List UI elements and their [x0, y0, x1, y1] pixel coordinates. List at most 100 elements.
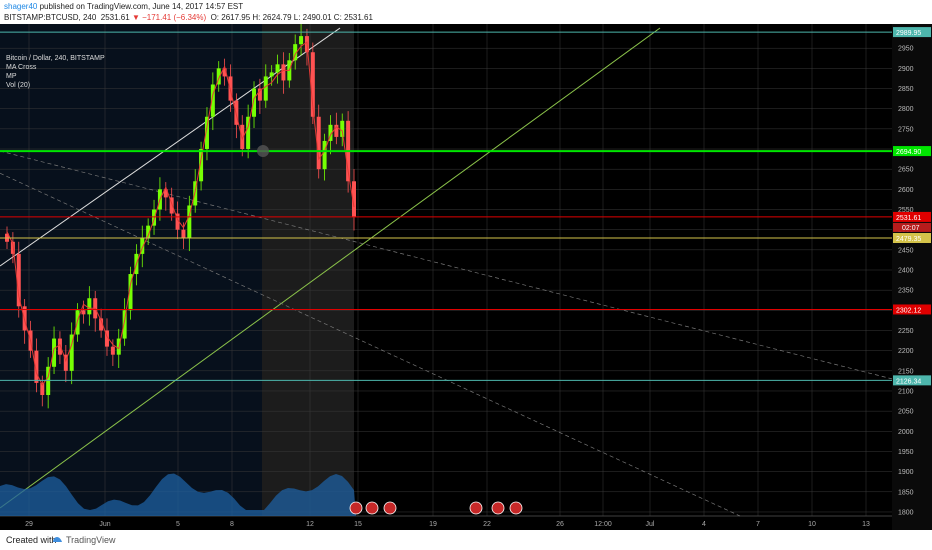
candle-body — [352, 181, 356, 218]
y-tick-label: 2850 — [898, 86, 914, 93]
y-tick-label: 2800 — [898, 106, 914, 113]
price-level-tag — [893, 232, 931, 243]
candle-body — [310, 52, 315, 117]
tradingview-brand[interactable]: TradingView — [66, 535, 116, 545]
event-flag-icon[interactable] — [491, 501, 505, 515]
y-tick-label: 1800 — [898, 509, 914, 516]
price-level-label: 2694.90 — [896, 149, 921, 156]
price-level-label: 2989.95 — [896, 30, 921, 37]
candle-body — [210, 84, 215, 117]
author-link[interactable]: shager40 — [4, 2, 38, 11]
x-tick-label: 29 — [25, 521, 33, 528]
legend-mp[interactable]: MP — [6, 73, 17, 80]
y-tick-label: 2400 — [898, 268, 914, 275]
y-tick-label: 2250 — [898, 328, 914, 335]
ma-line — [6, 41, 355, 386]
footer: Created with TradingView — [0, 530, 932, 550]
candle-body — [122, 310, 127, 339]
volume-area — [0, 473, 356, 516]
candle-body — [322, 140, 327, 170]
y-axis-panel — [892, 24, 932, 530]
price-level-tag — [893, 211, 931, 222]
x-tick-label: 12 — [306, 521, 314, 528]
y-tick-label: 1950 — [898, 449, 914, 456]
candle-body — [81, 310, 86, 315]
candle-body — [34, 350, 39, 383]
y-tick-label: 2450 — [898, 247, 914, 254]
legend-ma-cross[interactable]: MA Cross — [6, 64, 37, 71]
candle-body — [263, 76, 268, 101]
candle-body — [222, 68, 227, 77]
candle-body — [104, 330, 109, 347]
candle-body — [204, 116, 209, 150]
event-flag-icon[interactable] — [509, 501, 523, 515]
candle-body — [316, 116, 321, 170]
event-flag-icon[interactable] — [469, 501, 483, 515]
candle-body — [334, 124, 339, 137]
candle-body — [269, 72, 274, 77]
candle-body — [257, 88, 262, 101]
published-text: published on TradingView.com, June 14, 2… — [39, 2, 244, 11]
tradingview-logo-icon — [53, 537, 62, 542]
event-flag-icon[interactable] — [365, 501, 379, 515]
candle-body — [128, 274, 133, 311]
symbol-name: BITSTAMP:BTCUSD, 240 — [4, 13, 97, 22]
y-tick-label: 2600 — [898, 187, 914, 194]
y-tick-label: 2200 — [898, 348, 914, 355]
price-level-tag — [893, 375, 931, 386]
x-tick-label: 5 — [176, 521, 180, 528]
candle-body — [140, 237, 145, 254]
x-tick-label: 10 — [808, 521, 816, 528]
candle-body — [252, 88, 257, 117]
price-chart[interactable]: 29 Jun 5 8 12 15 19 22 26 12:00 Jul 4 7 10 13 1800 1850 1… — [0, 24, 932, 530]
x-tick-label: Jul — [646, 521, 655, 528]
candle-body — [110, 346, 115, 355]
legend-volume[interactable]: Vol (20) — [6, 82, 31, 89]
y-tick-label: 2150 — [898, 368, 914, 375]
price-level-label: 2126.34 — [896, 378, 921, 385]
candle-body — [281, 64, 286, 81]
y-tick-label: 2550 — [898, 207, 914, 214]
price-level-tag — [893, 27, 931, 38]
candle-body — [152, 209, 157, 226]
x-tick-label: 26 — [556, 521, 564, 528]
y-tick-label: 1900 — [898, 469, 914, 476]
trend-line-lower — [0, 27, 661, 509]
chart-header: shager40 published on TradingView.com, J… — [0, 0, 932, 24]
price-level-label: 2479.35 — [896, 236, 921, 243]
candle-body — [57, 338, 62, 355]
candle-body — [99, 318, 104, 331]
x-tick-label: 15 — [354, 521, 362, 528]
candle-body — [275, 64, 280, 73]
event-flag-icon[interactable] — [349, 501, 363, 515]
candle-body — [169, 197, 174, 214]
y-tick-label: 2000 — [898, 429, 914, 436]
created-with-text: Created with — [6, 535, 57, 545]
x-tick-label: 19 — [429, 521, 437, 528]
x-tick-label: 8 — [230, 521, 234, 528]
ohlc-values: O: 2617.95 H: 2624.79 L: 2490.01 C: 2531… — [210, 13, 373, 22]
legend-title: Bitcoin / Dollar, 240, BITSTAMP — [6, 55, 105, 62]
chart-area[interactable]: 29 Jun 5 8 12 15 19 22 26 12:00 Jul 4 7 10 13 1800 1850 1… — [0, 24, 932, 530]
trend-line-dashed — [0, 172, 741, 517]
y-tick-label: 2050 — [898, 409, 914, 416]
countdown-tag — [893, 222, 931, 232]
price-level-label: 2531.61 — [896, 215, 921, 222]
x-tick-label: Jun — [99, 521, 110, 528]
candle-body — [340, 120, 345, 137]
y-tick-label: 2750 — [898, 126, 914, 133]
x-tick-label: 22 — [483, 521, 491, 528]
candle-body — [87, 298, 92, 315]
price-level-tag — [893, 146, 931, 157]
candle-body — [187, 205, 192, 238]
candle-body — [175, 213, 180, 230]
publish-line: shager40 published on TradingView.com, J… — [4, 2, 243, 11]
candle-body — [40, 382, 45, 396]
candle-body — [63, 354, 68, 371]
y-tick-label: 2950 — [898, 46, 914, 53]
y-tick-label: 2350 — [898, 288, 914, 295]
candle-body — [246, 116, 251, 150]
candle-body — [16, 253, 21, 307]
event-flag-icon[interactable] — [383, 501, 397, 515]
cursor-indicator — [257, 145, 269, 157]
